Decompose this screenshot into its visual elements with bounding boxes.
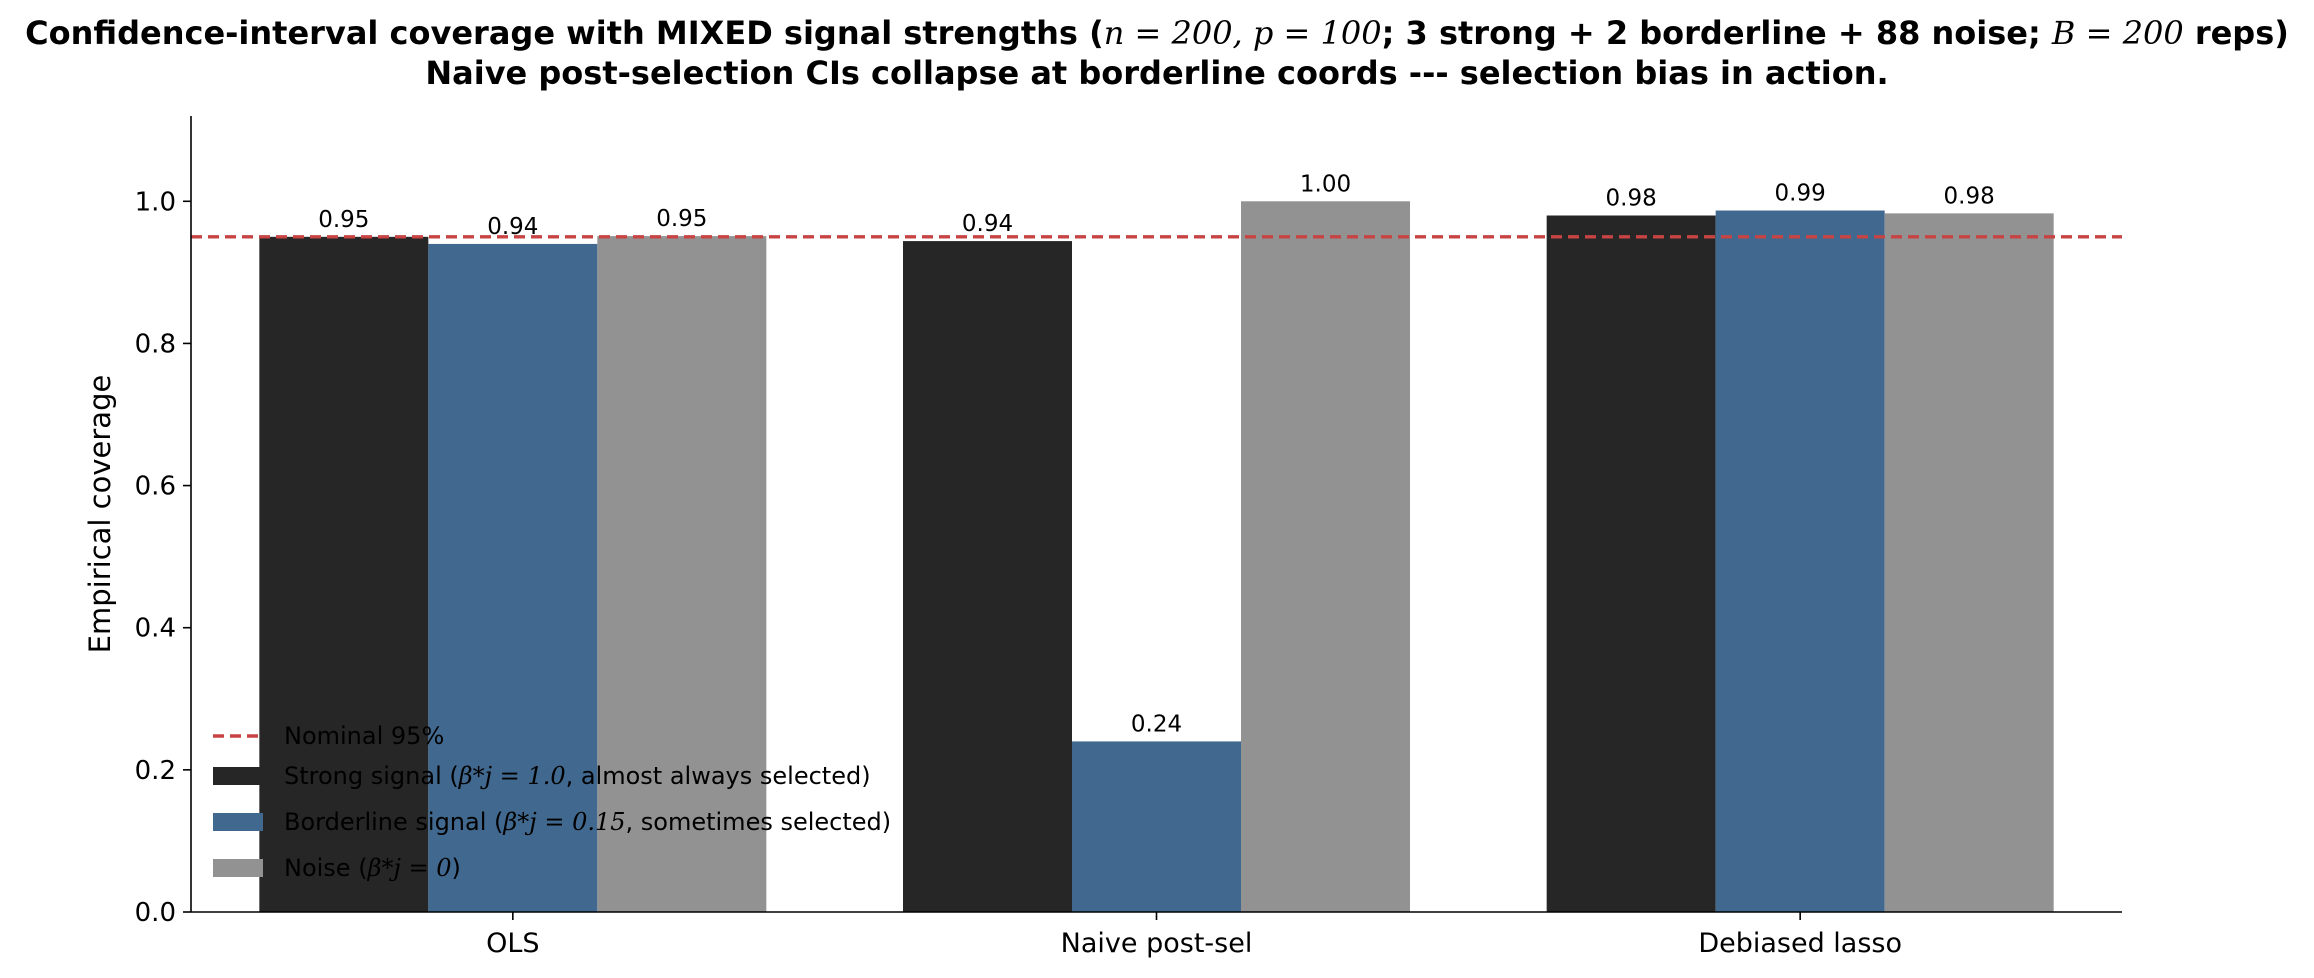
y-tick-label: 0.4 [135, 614, 176, 644]
title-part-pre: Confidence-interval coverage with MIXED … [25, 14, 1104, 52]
legend: Nominal 95% Strong signal (β*j = 1.0, alm… [213, 722, 891, 882]
bar-0-1 [428, 243, 598, 912]
bar-2-0 [1546, 215, 1716, 912]
bar-value-label: 0.95 [656, 206, 707, 232]
legend-text-post: ) [452, 854, 461, 882]
bar-value-label: 0.24 [1131, 711, 1182, 737]
legend-text-pre: Strong signal ( [284, 762, 459, 790]
legend-swatch-0 [213, 767, 263, 785]
bar-labels-layer: 0.95 0.94 0.95 0.94 0.24 1.00 0.98 0.99 0.98 [318, 171, 1995, 737]
legend-text-pre: Borderline signal ( [284, 808, 503, 836]
legend-text-math: β*j = 0.15 [502, 808, 625, 836]
legend-text-pre: Noise ( [284, 854, 368, 882]
bars-layer [259, 201, 2054, 913]
y-tick-label: 1.0 [135, 187, 176, 217]
title-part-post: reps) [2183, 14, 2289, 52]
bar-value-label: 0.99 [1775, 181, 1826, 207]
legend-label-2: Noise (β*j = 0) [284, 854, 461, 882]
axes-layer: 0.0 0.2 0.4 0.6 0.8 1.0 OLS Naive post-sel Debia… [83, 116, 2122, 959]
y-tick-label: 0.6 [135, 472, 176, 502]
bar-1-3 [1241, 201, 1410, 913]
legend-text-math: β*j = 0 [367, 854, 452, 882]
bar-2-1 [1715, 210, 1885, 912]
legend-swatch-1 [213, 813, 263, 831]
y-tick-label: 0.2 [135, 756, 176, 786]
legend-text-math: β*j = 1.0 [458, 762, 566, 790]
bar-value-label: 0.95 [318, 207, 369, 233]
x-tick-label: Debiased lasso [1698, 928, 1902, 959]
bar-1-1 [1072, 741, 1241, 912]
y-tick-label: 0.0 [135, 898, 176, 928]
chart-title-line-1: Confidence-interval coverage with MIXED … [0, 14, 2314, 52]
bar-1-0 [903, 241, 1072, 913]
legend-label-0: Strong signal (β*j = 1.0, almost always … [284, 762, 871, 790]
legend-text-post: , almost always selected) [566, 762, 871, 790]
bar-value-label: 0.98 [1606, 186, 1657, 212]
title-part-mid: ; 3 strong + 2 borderline + 88 noise; [1381, 14, 2052, 52]
bar-0-0 [259, 236, 429, 913]
legend-label-1: Borderline signal (β*j = 0.15, sometimes… [284, 808, 891, 836]
y-axis-label: Empirical coverage [83, 375, 117, 654]
bar-value-label: 0.94 [487, 214, 538, 240]
title-math-np: n = 200, p = 100 [1103, 14, 1382, 52]
legend-swatch-2 [213, 859, 263, 877]
bar-0-2 [597, 236, 767, 912]
legend-text-post: , sometimes selected) [626, 808, 892, 836]
chart-title-line-2: Naive post-selection CIs collapse at bor… [425, 54, 1889, 92]
bar-value-label: 1.00 [1300, 171, 1351, 197]
bar-value-label: 0.94 [962, 211, 1013, 237]
y-tick-label: 0.8 [135, 329, 176, 359]
bar-value-label: 0.98 [1944, 183, 1995, 209]
x-tick-label: Naive post-sel [1061, 928, 1253, 959]
title-math-b: B = 200 [2051, 14, 2184, 52]
bar-2-2 [1884, 213, 2054, 912]
x-tick-label: OLS [486, 928, 539, 959]
legend-nominal-label: Nominal 95% [284, 722, 444, 750]
